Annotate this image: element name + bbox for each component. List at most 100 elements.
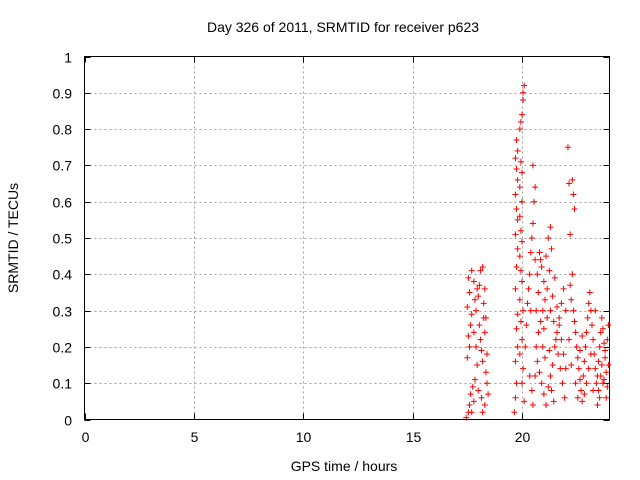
data-point bbox=[523, 322, 530, 329]
data-point bbox=[517, 158, 524, 165]
data-point bbox=[513, 380, 520, 387]
data-point bbox=[572, 329, 579, 336]
data-point bbox=[516, 126, 523, 133]
data-point bbox=[589, 322, 595, 329]
data-point bbox=[537, 318, 544, 325]
data-point bbox=[475, 387, 482, 394]
data-point bbox=[580, 372, 587, 379]
data-point bbox=[477, 267, 484, 274]
data-point bbox=[467, 322, 474, 329]
x-tick-label: 20 bbox=[515, 429, 531, 445]
data-point bbox=[596, 343, 603, 350]
y-tick-label: 0.4 bbox=[53, 267, 73, 283]
data-point bbox=[576, 347, 583, 354]
data-point bbox=[465, 333, 472, 340]
data-point bbox=[586, 289, 593, 296]
data-point bbox=[550, 398, 557, 405]
data-point bbox=[540, 391, 547, 398]
data-point bbox=[605, 362, 612, 369]
data-point bbox=[535, 289, 542, 296]
data-point bbox=[558, 300, 565, 307]
data-point bbox=[513, 325, 520, 332]
data-point bbox=[562, 307, 569, 314]
data-point bbox=[519, 278, 525, 285]
data-point bbox=[514, 176, 521, 183]
data-point bbox=[527, 307, 534, 314]
data-point bbox=[512, 231, 519, 238]
data-point bbox=[473, 343, 480, 350]
data-point bbox=[549, 362, 556, 369]
data-point bbox=[574, 354, 581, 361]
data-point bbox=[468, 409, 475, 416]
data-point bbox=[540, 325, 547, 332]
data-point bbox=[538, 264, 545, 271]
x-tick-label: 10 bbox=[296, 429, 312, 445]
data-point bbox=[548, 245, 555, 252]
data-point bbox=[567, 231, 574, 238]
data-point bbox=[470, 398, 477, 405]
data-point bbox=[573, 343, 580, 350]
data-point bbox=[571, 205, 578, 212]
data-point bbox=[557, 365, 564, 372]
data-point bbox=[481, 285, 488, 292]
data-point bbox=[467, 391, 474, 398]
data-point bbox=[479, 409, 486, 416]
data-point bbox=[517, 118, 524, 125]
data-point bbox=[511, 409, 518, 416]
plot-frame bbox=[84, 56, 610, 420]
data-point bbox=[592, 365, 599, 372]
data-point bbox=[476, 322, 483, 329]
data-point bbox=[519, 238, 525, 245]
x-axis-label: GPS time / hours bbox=[291, 458, 398, 474]
y-tick-label: 0.1 bbox=[53, 376, 73, 392]
data-point bbox=[560, 351, 567, 358]
data-point bbox=[570, 191, 577, 198]
data-point bbox=[593, 380, 600, 387]
data-point bbox=[576, 376, 583, 383]
data-point bbox=[512, 394, 519, 401]
data-point bbox=[551, 274, 558, 281]
data-point bbox=[484, 380, 490, 387]
data-point bbox=[529, 162, 536, 169]
data-point bbox=[478, 394, 485, 401]
data-point bbox=[541, 354, 548, 361]
data-point bbox=[470, 278, 477, 285]
data-point bbox=[545, 235, 552, 241]
x-tick-label: 15 bbox=[406, 429, 422, 445]
x-tick-labels: 0 5 10 15 20 bbox=[82, 429, 531, 445]
data-point bbox=[578, 387, 585, 394]
data-point bbox=[464, 354, 471, 361]
data-point bbox=[568, 362, 575, 369]
data-point bbox=[513, 264, 520, 271]
data-point bbox=[522, 343, 529, 350]
data-point bbox=[534, 271, 541, 278]
data-point bbox=[572, 380, 579, 387]
data-point bbox=[556, 322, 563, 329]
data-point bbox=[541, 296, 548, 303]
data-point bbox=[579, 398, 586, 405]
x-tick-label: 0 bbox=[82, 429, 90, 445]
data-point bbox=[470, 329, 477, 336]
data-point bbox=[597, 329, 604, 336]
data-point bbox=[516, 184, 523, 191]
data-point bbox=[583, 380, 590, 387]
data-point bbox=[560, 285, 567, 292]
data-point bbox=[513, 166, 520, 173]
data-point bbox=[531, 198, 538, 205]
data-point bbox=[480, 300, 487, 307]
data-point bbox=[481, 329, 488, 336]
data-point bbox=[475, 293, 482, 300]
y-tick-label: 0.3 bbox=[53, 304, 73, 320]
data-point bbox=[571, 318, 578, 325]
data-point bbox=[536, 249, 543, 256]
data-point bbox=[528, 235, 535, 241]
data-point bbox=[597, 372, 604, 379]
data-point bbox=[512, 285, 519, 292]
data-point bbox=[516, 253, 523, 260]
data-point bbox=[517, 318, 524, 325]
data-point bbox=[569, 176, 576, 183]
y-tick-labels: 0 0.1 0.2 0.3 0.4 0.5 0.6 0.7 0.8 0.9 1 bbox=[53, 50, 73, 429]
data-point bbox=[585, 300, 592, 307]
data-point bbox=[516, 213, 523, 220]
